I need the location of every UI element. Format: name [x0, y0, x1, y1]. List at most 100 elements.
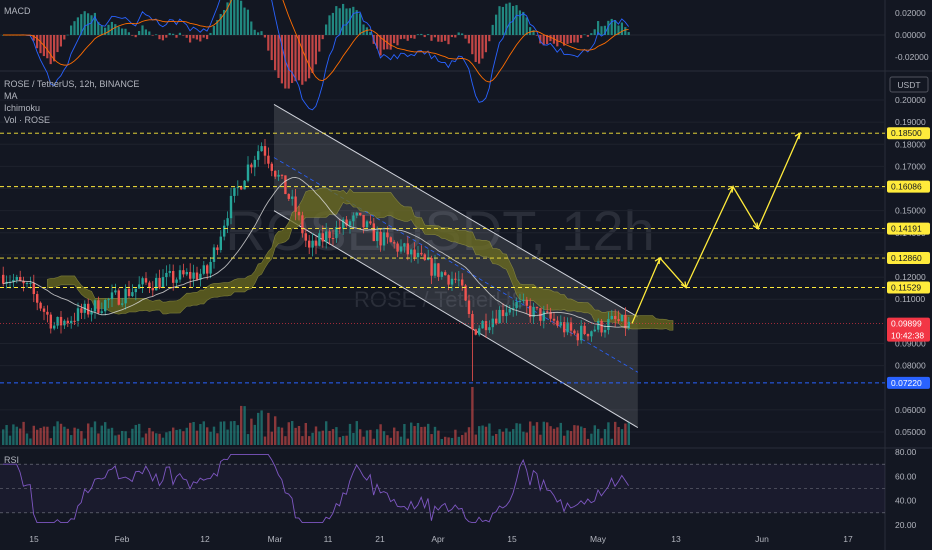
volume-bar [399, 436, 403, 445]
volume-bar [209, 431, 212, 445]
price-tag[interactable]: 0.12860 [887, 252, 930, 265]
macd-hist [66, 34, 69, 36]
candle [515, 297, 518, 316]
time-tick: 15 [507, 534, 517, 544]
volume-bar [362, 436, 365, 445]
volume-bar [580, 426, 583, 445]
price-tick: 0.19000 [895, 117, 926, 127]
time-axis[interactable]: 15 Feb 12 Mar 11 21 Apr 15 May 13 Jun 17 [29, 534, 853, 544]
currency-box[interactable] [889, 76, 929, 93]
volume-bar [365, 430, 369, 445]
macd-hist [287, 35, 290, 89]
candle [284, 175, 287, 195]
candle [134, 288, 137, 301]
candle [121, 297, 124, 307]
macd-hist [532, 30, 535, 35]
macd-hist [620, 22, 623, 35]
macd-hist [413, 35, 416, 39]
candle [46, 305, 49, 323]
horizontal-levels[interactable] [0, 132, 885, 384]
volume-bar [107, 428, 110, 445]
volume-bar [566, 430, 569, 445]
price-tag-label: 0.07220 [891, 378, 922, 388]
volume-bar [199, 424, 202, 445]
descending-channel[interactable] [273, 103, 639, 429]
candle [223, 219, 226, 241]
macd-hist [36, 35, 39, 49]
price-tag[interactable]: 0.11529 [887, 281, 930, 294]
volume-bar [36, 429, 39, 445]
macd-legend[interactable]: MACD [4, 6, 31, 16]
volume-bar [386, 435, 389, 445]
candle [131, 284, 134, 298]
price-tick: 0.12000 [895, 272, 926, 282]
volume-bar [607, 422, 610, 445]
candle [433, 254, 437, 279]
ichimoku-cloud [47, 187, 674, 331]
volume-bar [423, 426, 426, 445]
candle [219, 230, 222, 253]
volume-bar [624, 423, 627, 445]
macd-hist [257, 32, 260, 35]
volume-bar [250, 418, 253, 445]
volume-bar [257, 412, 260, 445]
price-tag-bg [887, 281, 930, 294]
candle [563, 316, 566, 338]
symbol-legend[interactable]: ROSE / TetherUS, 12h, BINANCE [4, 79, 139, 89]
price-tag[interactable]: 0.14191 [887, 222, 930, 235]
time-tick: 15 [29, 534, 39, 544]
channel-top[interactable] [273, 103, 639, 318]
volume-bar [2, 429, 5, 445]
candle [335, 220, 338, 243]
volume-bar [267, 412, 270, 445]
macd-hist [396, 35, 399, 46]
rsi-legend[interactable]: RSI [4, 455, 19, 465]
volume-bar [467, 427, 471, 445]
legend-ichimoku[interactable]: Ichimoku [4, 103, 40, 113]
macd-hist [151, 35, 154, 36]
macd-hist [158, 35, 161, 40]
price-tag[interactable]: 0.18500 [887, 127, 930, 140]
volume-bar [202, 421, 205, 445]
candle [127, 280, 131, 299]
candle [566, 317, 569, 336]
price-tag[interactable]: 0.07220 [887, 376, 930, 389]
volume-bar [151, 431, 154, 445]
candle [355, 211, 358, 219]
price-tag[interactable]: 0.09899 10:42:38 [887, 317, 930, 342]
volume-bar [141, 437, 144, 445]
projection-path[interactable] [631, 131, 801, 324]
price-tag[interactable]: 0.16086 [887, 180, 930, 193]
volume-bar [416, 422, 420, 445]
candle [270, 161, 273, 177]
candle [614, 309, 617, 328]
channel-bottom[interactable] [273, 210, 639, 429]
time-tick: 11 [324, 534, 333, 544]
price-tick: 0.11000 [895, 294, 925, 304]
macd-hist [311, 35, 314, 74]
signal-line [3, 0, 629, 83]
candle [206, 263, 209, 280]
candle [158, 269, 161, 290]
price-axis[interactable]: 0.200000.190000.180000.170000.160000.150… [887, 8, 930, 530]
volume-bar [393, 427, 396, 445]
macd-hist [223, 10, 226, 35]
legend-volume[interactable]: Vol · ROSE [4, 115, 50, 125]
volume-bar [563, 435, 566, 445]
projection-arrowhead [727, 185, 734, 193]
volume-bar [552, 428, 556, 445]
volume-bar [457, 436, 460, 445]
candle [53, 321, 56, 331]
macd-hist [420, 33, 423, 35]
macd-hist [53, 35, 56, 62]
volume-bar [182, 431, 185, 445]
candle [624, 307, 627, 337]
projection-line[interactable] [631, 132, 801, 324]
volume-bar [270, 431, 273, 445]
volume-bar [420, 426, 423, 445]
candle [138, 276, 141, 289]
macd-hist [90, 15, 93, 36]
legend-ma[interactable]: MA [4, 91, 18, 101]
volume-bar [263, 436, 267, 445]
